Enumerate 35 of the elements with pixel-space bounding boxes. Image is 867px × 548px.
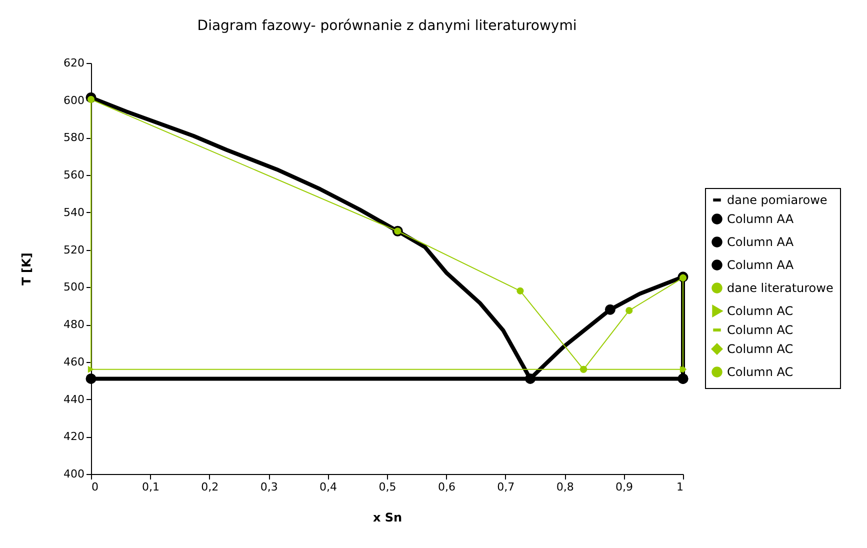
y-tick-label: 420 bbox=[64, 430, 84, 444]
x-axis-title: x Sn bbox=[372, 510, 402, 524]
x-tick-label: 0,8 bbox=[556, 480, 574, 494]
y-tick-label: 580 bbox=[64, 131, 84, 144]
legend-label: Column AA bbox=[727, 258, 794, 272]
y-tick-label: 540 bbox=[64, 206, 84, 219]
y-tick-label: 480 bbox=[64, 318, 84, 332]
x-tick-label: 0,6 bbox=[438, 480, 456, 494]
legend-label: dane pomiarowe bbox=[727, 193, 828, 207]
x-tick-label: 0,7 bbox=[497, 480, 515, 494]
x-tick-label: 0,5 bbox=[378, 480, 396, 494]
y-tick-label: 440 bbox=[64, 392, 84, 406]
y-tick-label: 620 bbox=[64, 56, 84, 70]
x-tick-label: 0,4 bbox=[320, 480, 338, 494]
x-tick-label: 0 bbox=[92, 480, 98, 494]
y-tick-label: 560 bbox=[64, 168, 84, 182]
legend-label: dane literaturowe bbox=[727, 281, 834, 295]
chart-title: Diagram fazowy- porównanie z danymi literaturowymi bbox=[197, 18, 577, 34]
y-tick-label: 400 bbox=[64, 468, 84, 480]
y-tick-label: 520 bbox=[64, 243, 84, 256]
legend-label: Column AC bbox=[727, 304, 794, 318]
x-tick-label: 0,3 bbox=[260, 480, 278, 494]
legend-label: Column AA bbox=[727, 212, 794, 226]
y-axis-title: T [K] bbox=[20, 252, 34, 286]
x-tick-label: 1 bbox=[676, 480, 684, 494]
legend-label: Column AC bbox=[727, 342, 794, 356]
x-tick-label: 0,9 bbox=[616, 480, 634, 494]
legend-label: Column AA bbox=[727, 235, 794, 249]
y-tick-label: 500 bbox=[64, 280, 84, 294]
x-tick-label: 0,1 bbox=[142, 480, 160, 494]
legend-label: Column AC bbox=[727, 323, 794, 337]
legend-label: Column AC bbox=[727, 365, 794, 379]
x-tick-label: 0,2 bbox=[201, 480, 219, 494]
y-tick-label: 460 bbox=[64, 355, 84, 368]
y-tick-label: 600 bbox=[64, 94, 84, 107]
